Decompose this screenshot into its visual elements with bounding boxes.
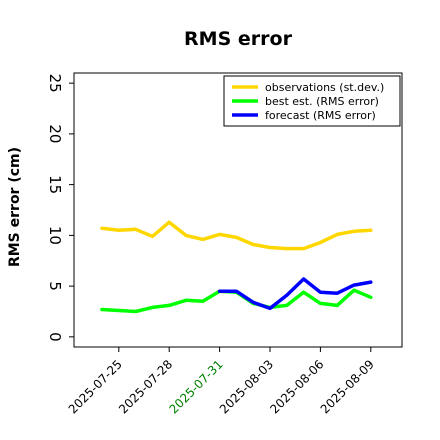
y-tick-label: 0 bbox=[46, 332, 64, 342]
y-tick-label: 5 bbox=[46, 281, 64, 291]
legend: observations (st.dev.)best est. (RMS err… bbox=[223, 75, 401, 127]
series-lines bbox=[100, 220, 373, 314]
legend-label: best est. (RMS error) bbox=[265, 95, 379, 108]
plot-area-frame bbox=[73, 72, 403, 348]
x-tick-label: 2025-08-09 bbox=[318, 357, 377, 416]
series-line-1 bbox=[100, 220, 373, 251]
chart-title: RMS error bbox=[184, 28, 293, 50]
legend-label: observations (st.dev.) bbox=[265, 81, 384, 94]
y-axis: 0 5 10 15 20 25 bbox=[46, 74, 74, 342]
legend-label: forecast (RMS error) bbox=[265, 109, 376, 122]
x-axis: 2025-07-252025-07-282025-07-312025-08-03… bbox=[66, 347, 377, 416]
y-tick-label: 15 bbox=[46, 175, 64, 194]
y-tick-label: 25 bbox=[46, 74, 64, 93]
y-tick-label: 10 bbox=[46, 226, 64, 245]
series-line-3 bbox=[217, 277, 373, 311]
y-tick-label: 20 bbox=[46, 124, 64, 143]
y-axis-label: RMS error (cm) bbox=[7, 147, 23, 267]
